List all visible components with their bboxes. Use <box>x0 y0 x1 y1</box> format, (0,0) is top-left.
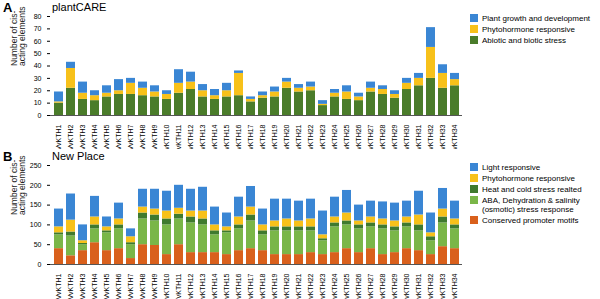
svg-text:200: 200 <box>30 182 42 189</box>
svg-text:250: 250 <box>30 162 42 169</box>
svg-text:VvKTH3: VvKTH3 <box>79 124 86 150</box>
svg-text:40: 40 <box>34 62 42 69</box>
svg-text:VvKTH2: VvKTH2 <box>67 273 74 299</box>
svg-text:VvKTH34: VvKTH34 <box>451 273 458 299</box>
svg-text:VvKTH32: VvKTH32 <box>427 273 434 299</box>
svg-text:VvKTH22: VvKTH22 <box>307 124 315 155</box>
svg-text:20: 20 <box>34 87 42 94</box>
svg-text:VvKTH5: VvKTH5 <box>103 273 110 299</box>
svg-text:VvKTH6: VvKTH6 <box>115 273 122 299</box>
svg-text:VvKTH24: VvKTH24 <box>331 273 338 299</box>
svg-text:VvKTH17: VvKTH17 <box>247 273 254 299</box>
html-text:ABA, Dehydration & salinity (o: ABA, Dehydration & salinity (osmotic) st… <box>482 196 580 214</box>
svg-text:VvKTH9: VvKTH9 <box>151 124 158 150</box>
svg-text:Number of cis-acting elements: Number of cis-acting elements <box>9 6 28 66</box>
svg-text:VvKTH29: VvKTH29 <box>391 124 399 155</box>
svg-text:VvKTH11: VvKTH11 <box>175 124 183 154</box>
svg-text:VvKTH27: VvKTH27 <box>367 273 374 299</box>
svg-text:VvKTH4: VvKTH4 <box>91 124 98 150</box>
svg-text:VvKTH15: VvKTH15 <box>223 124 231 155</box>
svg-text:VvKTH10: VvKTH10 <box>163 124 171 155</box>
svg-text:VvKTH14: VvKTH14 <box>211 124 219 155</box>
svg-text:VvKTH30: VvKTH30 <box>403 273 410 299</box>
svg-text:VvKTH2: VvKTH2 <box>67 124 74 150</box>
svg-text:VvKTH19: VvKTH19 <box>271 124 279 155</box>
svg-text:VvKTH25: VvKTH25 <box>343 273 350 299</box>
svg-text:VvKTH33: VvKTH33 <box>439 124 447 155</box>
svg-text:VvKTH31: VvKTH31 <box>415 124 423 155</box>
svg-text:150: 150 <box>30 201 42 208</box>
svg-text:VvKTH22: VvKTH22 <box>307 273 314 299</box>
svg-text:VvKTH28: VvKTH28 <box>379 273 386 299</box>
svg-text:70: 70 <box>34 25 42 32</box>
svg-text:VvKTH18: VvKTH18 <box>259 273 266 299</box>
svg-text:VvKTH21: VvKTH21 <box>295 124 303 155</box>
svg-text:VvKTH15: VvKTH15 <box>223 273 230 299</box>
svg-text:VvKTH12: VvKTH12 <box>187 273 194 299</box>
svg-text:0: 0 <box>38 261 42 268</box>
svg-text:VvKTH16: VvKTH16 <box>235 124 243 155</box>
html-text:Abiotic and biotic stress: Abiotic and biotic stress <box>482 36 566 45</box>
svg-text:60: 60 <box>34 37 42 44</box>
html-text:B: B <box>3 149 13 164</box>
svg-text:VvKTH30: VvKTH30 <box>403 124 411 155</box>
svg-text:VvKTH9: VvKTH9 <box>151 273 158 299</box>
svg-text:VvKTH11: VvKTH11 <box>175 273 182 299</box>
svg-text:VvKTH23: VvKTH23 <box>319 273 326 299</box>
svg-text:VvKTH13: VvKTH13 <box>199 124 207 155</box>
svg-text:VvKTH16: VvKTH16 <box>235 273 242 299</box>
svg-text:VvKTH33: VvKTH33 <box>439 273 446 299</box>
svg-text:VvKTH34: VvKTH34 <box>451 124 459 155</box>
svg-text:VvKTH8: VvKTH8 <box>139 273 146 299</box>
svg-text:VvKTH32: VvKTH32 <box>427 124 435 155</box>
svg-text:VvKTH14: VvKTH14 <box>211 273 218 299</box>
svg-text:VvKTH7: VvKTH7 <box>127 124 134 150</box>
svg-text:10: 10 <box>34 99 42 106</box>
svg-text:VvKTH1: VvKTH1 <box>55 124 62 150</box>
svg-text:VvKTH1: VvKTH1 <box>55 273 62 299</box>
html-text:plantCARE: plantCARE <box>52 1 107 13</box>
html-text:Plant growth and development: Plant growth and development <box>482 14 591 23</box>
html-text:Phytohormone responsive: Phytohormone responsive <box>482 174 575 183</box>
svg-text:VvKTH24: VvKTH24 <box>331 124 339 155</box>
svg-text:30: 30 <box>34 75 42 82</box>
svg-text:VvKTH28: VvKTH28 <box>379 124 387 155</box>
svg-text:Number of cis-acting elements: Number of cis-acting elements <box>9 155 28 215</box>
svg-text:VvKTH26: VvKTH26 <box>355 124 363 155</box>
svg-text:VvKTH18: VvKTH18 <box>259 124 267 155</box>
svg-text:VvKTH12: VvKTH12 <box>187 124 195 155</box>
svg-text:100: 100 <box>30 221 42 228</box>
svg-text:VvKTH26: VvKTH26 <box>355 273 362 299</box>
svg-text:VvKTH8: VvKTH8 <box>139 124 146 150</box>
html-text:New Place: New Place <box>52 150 105 162</box>
svg-text:VvKTH29: VvKTH29 <box>391 273 398 299</box>
html-text:Heat and cold stress realted: Heat and cold stress realted <box>482 185 582 194</box>
svg-text:VvKTH20: VvKTH20 <box>283 124 291 155</box>
svg-text:VvKTH19: VvKTH19 <box>271 273 278 299</box>
svg-text:VvKTH23: VvKTH23 <box>319 124 327 155</box>
svg-text:VvKTH20: VvKTH20 <box>283 273 290 299</box>
svg-text:VvKTH31: VvKTH31 <box>415 273 422 299</box>
svg-text:VvKTH21: VvKTH21 <box>295 273 302 299</box>
svg-text:VvKTH6: VvKTH6 <box>115 124 122 150</box>
html-text:Phytohormone responsive: Phytohormone responsive <box>482 25 575 34</box>
svg-text:VvKTH4: VvKTH4 <box>91 273 98 299</box>
svg-text:VvKTH3: VvKTH3 <box>79 273 86 299</box>
html-text:Light responsive: Light responsive <box>482 163 541 172</box>
svg-text:VvKTH5: VvKTH5 <box>103 124 110 150</box>
svg-text:VvKTH10: VvKTH10 <box>163 273 170 299</box>
svg-text:VvKTH27: VvKTH27 <box>367 124 375 155</box>
svg-text:VvKTH7: VvKTH7 <box>127 273 134 299</box>
svg-text:50: 50 <box>34 50 42 57</box>
svg-text:VvKTH17: VvKTH17 <box>247 124 255 155</box>
svg-text:VvKTH25: VvKTH25 <box>343 124 351 155</box>
svg-text:VvKTH13: VvKTH13 <box>199 273 206 299</box>
html-text:A: A <box>3 0 13 15</box>
svg-text:80: 80 <box>34 13 42 20</box>
svg-text:0: 0 <box>38 112 42 119</box>
svg-text:50: 50 <box>34 241 42 248</box>
html-text:Conserved promoter motifs: Conserved promoter motifs <box>482 216 579 225</box>
